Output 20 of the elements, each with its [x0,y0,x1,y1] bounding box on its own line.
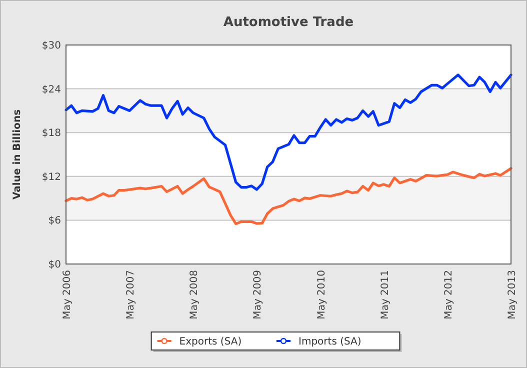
x-tick-label: May 2008 [189,270,200,320]
x-tick-label: May 2006 [62,270,73,320]
x-tick-label: May 2007 [126,270,137,320]
x-tick-label: May 2010 [316,270,328,320]
chart-title: Automotive Trade [223,15,354,30]
line-series [64,167,512,226]
y-tick-label: $0 [48,260,61,270]
x-tick-label: May 2009 [252,270,264,320]
y-axis-title: Value in Billions [12,109,23,200]
legend-label: Imports (SA) [298,336,362,348]
line-series [64,74,512,191]
x-tick-label: May 2013 [507,270,518,320]
y-tick-label: $12 [42,172,61,183]
x-tick-label: May 2011 [380,270,391,320]
y-tick-label: $18 [42,128,61,140]
legend-label: Exports (SA) [179,336,242,348]
y-tick-label: $30 [42,40,61,52]
y-tick-label: $6 [48,216,61,227]
y-tick-label: $24 [42,84,61,96]
x-tick-label: May 2012 [443,270,454,320]
